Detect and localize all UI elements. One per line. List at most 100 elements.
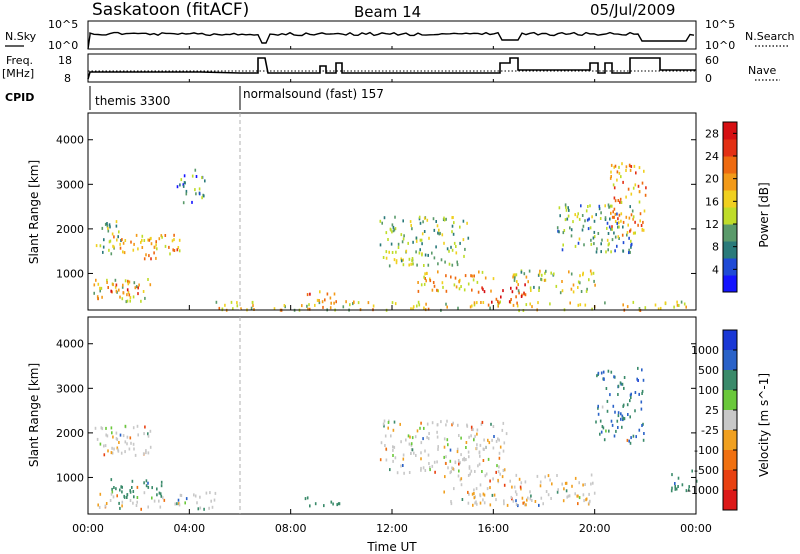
power-cell-8 bbox=[431, 251, 433, 255]
power-cell-8 bbox=[453, 221, 455, 225]
velocity-cell-5 bbox=[408, 471, 411, 474]
velocity-cell-5 bbox=[423, 426, 425, 430]
power-cell-12 bbox=[558, 206, 561, 210]
velocity-cell-6 bbox=[542, 502, 544, 506]
power-cell-10 bbox=[524, 283, 526, 287]
power-cell-13 bbox=[630, 213, 633, 217]
power-cell-5 bbox=[201, 176, 203, 180]
velocity-cell-5 bbox=[410, 442, 413, 446]
velocity-cell-1 bbox=[111, 490, 114, 494]
power-cell-6 bbox=[659, 306, 662, 310]
velocity-cell-0 bbox=[100, 426, 103, 430]
velocity-colorbar-tick-label: -25 bbox=[701, 424, 719, 437]
velocity-cell-6 bbox=[547, 493, 550, 497]
velocity-cell-2 bbox=[119, 488, 121, 492]
velocity-cell-5 bbox=[491, 438, 493, 442]
power-cell-8 bbox=[462, 219, 465, 223]
velocity-cell-6 bbox=[472, 503, 474, 507]
velocity-cell-6 bbox=[536, 474, 539, 478]
power-cell-13 bbox=[637, 184, 640, 188]
power-cell-6 bbox=[308, 303, 310, 307]
velocity-cell-3 bbox=[196, 501, 198, 505]
power-cell-13 bbox=[618, 171, 621, 175]
power-cell-6 bbox=[394, 302, 397, 306]
power-cell-11 bbox=[568, 270, 570, 274]
power-cell-12 bbox=[593, 242, 595, 246]
power-cell-6 bbox=[683, 302, 686, 306]
velocity-cell-6 bbox=[592, 481, 594, 485]
power-cell-13 bbox=[629, 229, 631, 233]
power-cell-2 bbox=[160, 234, 163, 238]
power-cell-6 bbox=[577, 303, 580, 307]
power-cell-9 bbox=[463, 288, 466, 292]
power-cell-4 bbox=[126, 288, 129, 292]
velocity-cell-5 bbox=[465, 441, 468, 444]
freq-label-1: Freq. bbox=[6, 54, 33, 67]
power-cell-0 bbox=[102, 250, 104, 254]
power-cell-8 bbox=[390, 242, 393, 246]
velocity-cell-5 bbox=[479, 443, 482, 447]
power-cell-0 bbox=[103, 238, 105, 242]
velocity-cell-8 bbox=[685, 489, 688, 493]
velocity-cell-5 bbox=[487, 457, 490, 461]
power-cell-12 bbox=[564, 203, 567, 207]
velocity-cell-6 bbox=[482, 492, 485, 496]
velocity-cell-3 bbox=[132, 501, 134, 505]
power-heatmap bbox=[93, 162, 687, 313]
power-cell-6 bbox=[252, 304, 254, 308]
velocity-cell-5 bbox=[476, 428, 479, 432]
power-cell-12 bbox=[622, 225, 624, 229]
power-cell-13 bbox=[619, 200, 621, 204]
power-cell-6 bbox=[685, 305, 687, 309]
velocity-cell-7 bbox=[622, 416, 624, 420]
velocity-cell-6 bbox=[561, 482, 563, 486]
velocity-cell-6 bbox=[574, 492, 576, 496]
velocity-cell-3 bbox=[178, 503, 181, 507]
power-cell-5 bbox=[198, 192, 201, 196]
velocity-cell-6 bbox=[506, 503, 509, 507]
power-cell-6 bbox=[352, 302, 354, 306]
power-cell-8 bbox=[437, 262, 439, 266]
power-cell-5 bbox=[179, 183, 181, 187]
velocity-cell-3 bbox=[159, 505, 162, 509]
power-cell-1 bbox=[137, 247, 139, 251]
velocity-cell-5 bbox=[410, 451, 412, 455]
velocity-cell-0 bbox=[126, 435, 129, 439]
power-cell-0 bbox=[106, 224, 109, 228]
velocity-cell-5 bbox=[387, 421, 390, 424]
velocity-cell-6 bbox=[512, 499, 515, 503]
power-cell-3 bbox=[95, 278, 97, 282]
velocity-cell-3 bbox=[199, 495, 201, 499]
velocity-cell-3 bbox=[121, 500, 124, 504]
power-cell-6 bbox=[499, 300, 501, 304]
power-cell-13 bbox=[642, 228, 645, 232]
velocity-cell-6 bbox=[473, 496, 476, 500]
power-cell-6 bbox=[518, 309, 520, 313]
power-cell-3 bbox=[127, 279, 129, 283]
power-cell-2 bbox=[155, 243, 157, 247]
velocity-cell-5 bbox=[449, 459, 452, 463]
velocity-cell-5 bbox=[433, 460, 436, 464]
power-cell-12 bbox=[604, 216, 607, 220]
power-cell-11 bbox=[559, 291, 562, 295]
velocity-cell-0 bbox=[101, 427, 104, 431]
velocity-cell-5 bbox=[420, 421, 422, 425]
power-cell-12 bbox=[562, 243, 564, 247]
velocity-cell-0 bbox=[149, 445, 152, 449]
freq-label-2: [MHz] bbox=[2, 67, 34, 80]
power-cell-12 bbox=[629, 250, 631, 254]
beam-label: Beam 14 bbox=[354, 3, 421, 21]
velocity-cell-0 bbox=[145, 451, 147, 455]
velocity-cell-8 bbox=[691, 469, 693, 473]
velocity-cell-7 bbox=[629, 415, 631, 419]
power-cell-10 bbox=[482, 287, 484, 291]
velocity-cell-1 bbox=[151, 486, 153, 490]
power-cell-11 bbox=[572, 283, 575, 287]
velocity-cell-5 bbox=[458, 462, 460, 466]
power-cell-8 bbox=[405, 249, 408, 253]
power-cell-1 bbox=[119, 246, 122, 250]
velocity-cell-5 bbox=[403, 471, 405, 475]
power-cell-5 bbox=[182, 183, 185, 187]
power-cell-8 bbox=[388, 250, 390, 254]
power-cell-11 bbox=[588, 278, 590, 282]
